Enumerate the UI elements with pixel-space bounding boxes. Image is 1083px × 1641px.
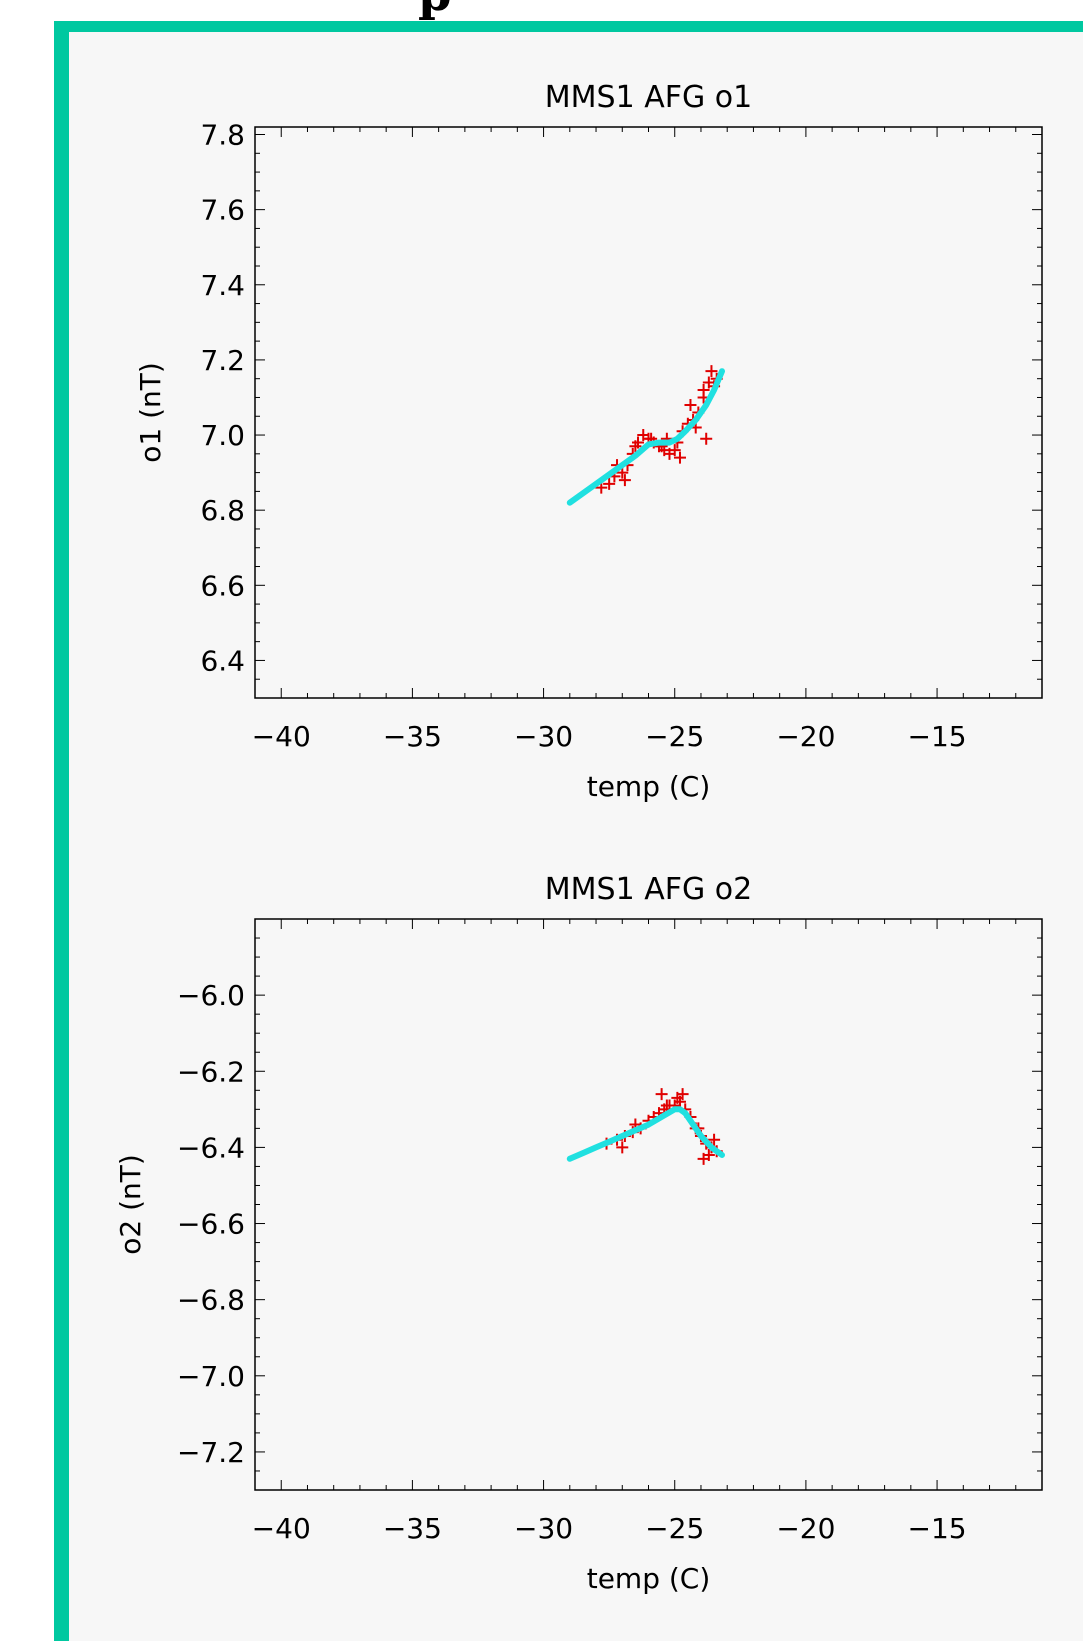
chart-2-y-tick-label: −6.0 [177,979,245,1012]
chart-1-y-tick-label: 6.6 [200,569,245,602]
chart-1-plot-area [254,126,1043,699]
chart-2-x-tick-label: −20 [776,1512,835,1545]
chart-2-data-point [676,1088,689,1101]
chart-1-y-tick-label: 7.2 [200,344,245,377]
chart-1-y-tick-label: 6.8 [200,494,245,527]
chart-1-x-tick-label: −35 [383,720,442,753]
chart-1-x-tick-label: −20 [776,720,835,753]
chart-2-y-tick-label: −6.6 [177,1208,245,1241]
chart-1-y-tick-label: 7.8 [200,119,245,152]
chart-2-y-tick-label: −7.0 [177,1360,245,1393]
chart-2-title: MMS1 AFG o2 [545,872,752,907]
chart-2: −40 −35 −30 −25 −20 −15 −7.2 −7.0 −6.8 −6.6 −6.4 −6… [114,872,1043,1595]
chart-1-x-tick-label: −30 [514,720,573,753]
chart-1-y-tick-label: 7.6 [200,194,245,227]
chart-2-plot-area [254,918,1043,1491]
chart-1-x-axis-label: temp (C) [587,770,711,803]
chart-1-data-point [618,474,631,487]
chart-2-x-axis-label: temp (C) [587,1562,711,1595]
chart-2-y-tick-label: −6.4 [177,1131,245,1164]
chart-1-data-point [697,383,710,396]
chart-1-data-point [705,365,718,378]
chart-2-data-point [655,1088,668,1101]
chart-2-y-axis-label: o2 (nT) [114,1154,147,1255]
chart-2-x-tick-label: −40 [252,1512,311,1545]
chart-1-x-tick-label: −25 [645,720,704,753]
chart-2-y-tick-label: −6.8 [177,1284,245,1317]
chart-1-data-point [603,477,616,490]
chart-2-points [600,1088,723,1165]
chart-1-y-tick-label: 7.4 [200,269,245,302]
chart-2-x-tick-label: −30 [514,1512,573,1545]
chart-2-x-tick-label: −25 [645,1512,704,1545]
plot-frame [54,21,1083,1641]
chart-1-y-tick-label: 6.4 [200,644,245,677]
chart-1-data-point [673,451,686,464]
chart-1-y-axis-label: o1 (nT) [134,362,167,463]
chart-1-x-tick-label: −15 [908,720,967,753]
chart-1-data-point [629,440,642,453]
chart-2-y-tick-label: −7.2 [177,1436,245,1469]
chart-1-title: MMS1 AFG o1 [545,80,752,115]
chart-1-data-point [668,444,681,457]
chart-1-fit-line [566,368,725,506]
chart-1: −40 −35 −30 −25 −20 −15 6.4 6.6 6.8 7.0 7.2 7.4 7.6 7… [134,80,1043,803]
chart-2-fit-line [566,1106,725,1162]
chart-1-data-point [684,398,697,411]
chart-2-y-tick-label: −6.2 [177,1055,245,1088]
chart-1-data-point [700,432,713,445]
page-heading: p [418,0,452,24]
chart-1-y-tick-label: 7.0 [200,419,245,452]
chart-2-data-point [702,1149,715,1162]
chart-2-data-point [616,1141,629,1154]
chart-2-x-tick-label: −15 [908,1512,967,1545]
chart-2-data-point [708,1133,721,1146]
chart-1-x-tick-label: −40 [252,720,311,753]
chart-2-x-tick-label: −35 [383,1512,442,1545]
chart-2-data-point [660,1099,673,1112]
